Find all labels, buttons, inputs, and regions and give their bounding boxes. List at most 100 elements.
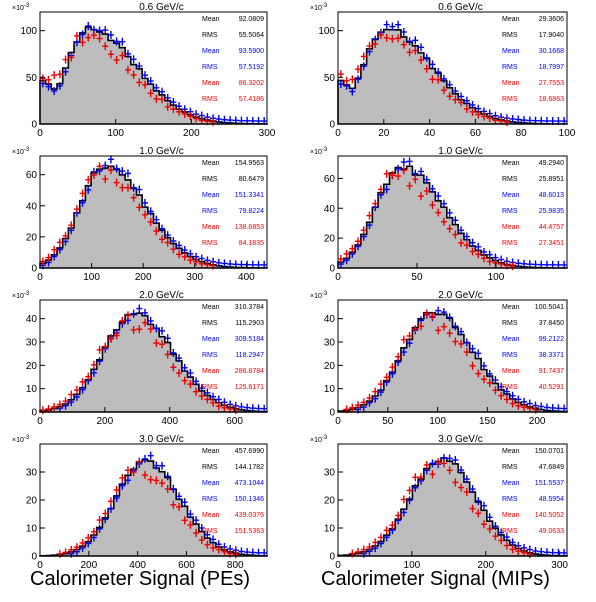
red-data-point xyxy=(440,86,447,95)
blue-data-point xyxy=(136,304,143,313)
stat-label: RMS xyxy=(202,96,218,103)
blue-data-point xyxy=(141,454,148,463)
stat-value: 27.3451 xyxy=(539,240,564,247)
stat-label: Mean xyxy=(202,304,220,311)
blue-data-point xyxy=(153,461,160,470)
stat-value: 84.1835 xyxy=(239,240,264,247)
red-data-point xyxy=(159,235,166,244)
red-data-point xyxy=(412,473,419,482)
blue-data-point xyxy=(232,116,239,125)
panel-title: 0.6 GeV/c xyxy=(139,2,183,13)
red-data-point xyxy=(515,547,522,556)
stat-value: 140.5052 xyxy=(535,512,564,519)
red-data-point xyxy=(463,104,470,113)
x-tick-label: 150 xyxy=(479,416,496,427)
red-data-point xyxy=(39,257,46,266)
red-data-point xyxy=(102,175,109,184)
blue-data-point xyxy=(515,259,522,268)
blue-data-point xyxy=(503,387,510,396)
blue-data-point xyxy=(509,391,516,400)
stat-value: 151.3341 xyxy=(235,192,264,199)
y-tick-label: 20 xyxy=(324,496,336,507)
red-data-point xyxy=(113,485,120,494)
stat-label: Mean xyxy=(202,512,220,519)
red-data-point xyxy=(463,488,470,497)
blue-data-point xyxy=(538,116,545,125)
blue-data-point xyxy=(170,98,177,107)
blue-data-point xyxy=(463,232,470,241)
y-tick-label: 0 xyxy=(31,264,37,275)
red-data-point xyxy=(377,30,384,39)
red-data-point xyxy=(164,485,171,494)
red-data-point xyxy=(389,34,396,43)
y-tick-label: 20 xyxy=(324,234,336,245)
red-data-point xyxy=(159,479,166,488)
blue-data-point xyxy=(543,260,550,269)
red-data-point xyxy=(170,245,177,254)
x-tick-label: 300 xyxy=(551,560,568,571)
stat-label: RMS xyxy=(202,64,218,71)
blue-data-point xyxy=(193,516,200,525)
red-data-point xyxy=(452,230,459,239)
blue-data-point xyxy=(130,183,137,192)
blue-data-point xyxy=(561,404,568,413)
blue-data-point xyxy=(198,524,205,533)
blue-data-point xyxy=(360,62,367,71)
stat-value: 473.1044 xyxy=(235,480,264,487)
plot-frame xyxy=(337,299,568,413)
red-data-point xyxy=(130,468,137,477)
blue-data-point xyxy=(423,175,430,184)
x-tick-label: 200 xyxy=(80,560,97,571)
blue-data-point xyxy=(255,548,262,557)
red-data-point xyxy=(492,116,499,125)
red-data-point xyxy=(147,89,154,98)
stat-value: 79.8224 xyxy=(239,208,264,215)
blue-data-point xyxy=(51,252,58,261)
red-data-point xyxy=(486,525,493,534)
red-data-point xyxy=(452,337,459,346)
blue-data-point xyxy=(498,382,505,391)
blue-data-point xyxy=(232,260,239,269)
blue-data-point xyxy=(469,344,476,353)
red-data-point xyxy=(90,527,97,536)
red-data-point xyxy=(102,342,109,351)
red-data-point xyxy=(366,543,373,552)
blue-data-point xyxy=(538,260,545,269)
blue-data-point xyxy=(221,259,228,268)
stat-label: RMS xyxy=(202,240,218,247)
red-data-point xyxy=(210,398,217,407)
stat-label: RMS xyxy=(502,528,518,535)
blue-data-point xyxy=(119,37,126,46)
red-data-point xyxy=(372,199,379,208)
red-data-point xyxy=(355,547,362,556)
blue-data-point xyxy=(463,96,470,105)
blue-data-point xyxy=(412,36,419,45)
blue-data-point xyxy=(532,260,539,269)
blue-data-point xyxy=(475,242,482,251)
stat-label: RMS xyxy=(502,320,518,327)
histogram-panel-2: 0 20 40 60 80 100 0 50 100 ×10-3 0.6 GeV/c Mean 29.3… xyxy=(310,2,576,139)
stat-label: RMS xyxy=(202,32,218,39)
blue-data-point xyxy=(440,308,447,317)
red-data-point xyxy=(181,516,188,525)
blue-data-point xyxy=(238,402,245,411)
red-data-point xyxy=(355,237,362,246)
red-data-point xyxy=(141,80,148,89)
blue-data-point xyxy=(549,403,556,412)
blue-data-point xyxy=(170,236,177,245)
red-data-point xyxy=(51,245,58,254)
blue-data-point xyxy=(227,259,234,268)
y-multiplier: ×10-3 xyxy=(310,291,328,300)
x-tick-label: 800 xyxy=(227,560,244,571)
stat-value: 93.5900 xyxy=(239,48,264,55)
blue-data-point xyxy=(446,208,453,217)
red-data-point xyxy=(526,550,533,559)
y-tick-label: 20 xyxy=(324,361,336,372)
red-data-point xyxy=(130,325,137,334)
red-data-point xyxy=(372,39,379,48)
red-data-point xyxy=(141,318,148,327)
blue-data-point xyxy=(452,322,459,331)
red-data-point xyxy=(51,71,58,80)
red-data-point xyxy=(107,166,114,175)
red-data-point xyxy=(113,178,120,187)
